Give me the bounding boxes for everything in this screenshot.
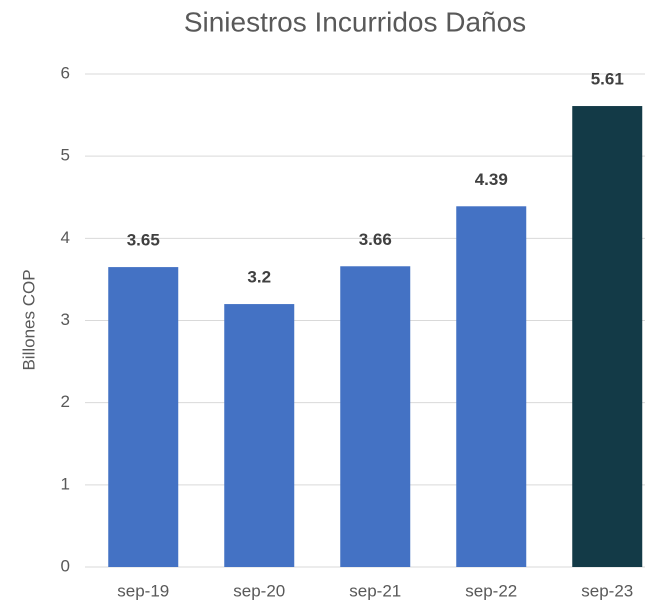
data-label: 5.61 [591, 70, 624, 89]
bar [224, 304, 295, 567]
data-label: 3.66 [359, 230, 392, 249]
data-label: 3.2 [247, 268, 271, 287]
chart-title: Siniestros Incurridos Daños [184, 6, 526, 37]
data-label: 3.65 [127, 231, 160, 250]
data-label: 4.39 [475, 170, 508, 189]
bar [572, 106, 643, 568]
y-tick-label: 0 [61, 556, 70, 575]
x-tick-label: sep-23 [581, 581, 633, 600]
x-tick-label: sep-19 [117, 581, 169, 600]
y-tick-label: 6 [61, 63, 70, 82]
y-tick-label: 3 [61, 310, 70, 329]
bar [340, 266, 411, 567]
x-tick-label: sep-20 [233, 581, 285, 600]
y-tick-label: 4 [61, 228, 70, 247]
y-tick-label: 1 [61, 474, 70, 493]
bar [456, 206, 527, 567]
bar [108, 267, 179, 567]
y-tick-label: 2 [61, 392, 70, 411]
x-tick-label: sep-22 [465, 581, 517, 600]
y-tick-label: 5 [61, 146, 70, 165]
y-axis-label: Billones COP [19, 269, 38, 370]
x-tick-label: sep-21 [349, 581, 401, 600]
